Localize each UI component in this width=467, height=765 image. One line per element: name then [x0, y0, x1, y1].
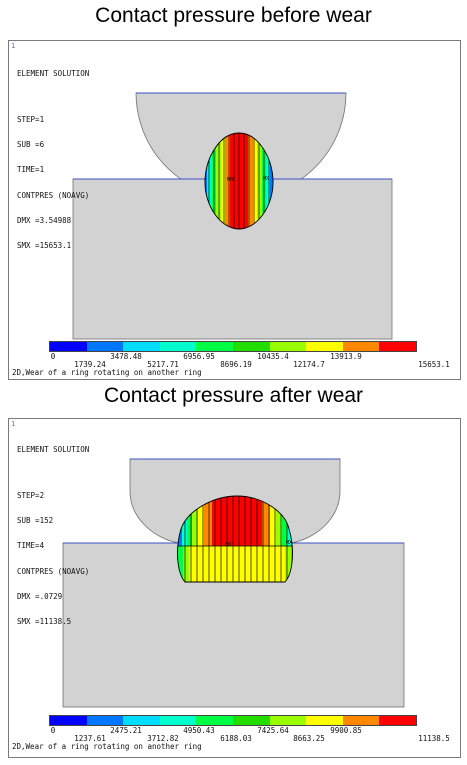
- legend-swatch-9: [342, 716, 380, 725]
- info-line: SUB =152: [17, 516, 54, 526]
- min-marker: MN: [225, 542, 232, 548]
- info-line: ELEMENT SOLUTION: [17, 444, 90, 454]
- legend-tick-label: 3478.48: [110, 352, 142, 361]
- legend-tick-label: 10435.4: [257, 352, 289, 361]
- info-line: [17, 471, 89, 475]
- legend-swatch-1: [50, 716, 87, 725]
- info-line: CONTPRES (NOAVG): [17, 190, 90, 200]
- legend-tick-label: 1237.61: [74, 734, 106, 743]
- legend-tick-label: 3712.82: [147, 734, 179, 743]
- max-marker: MX: [286, 540, 293, 546]
- legend-swatch-5: [196, 716, 233, 725]
- legend-swatch-3: [123, 342, 160, 351]
- legend-swatch-2: [86, 716, 124, 725]
- legend-swatch-8: [306, 716, 343, 725]
- legend-tick-label: 12174.7: [293, 360, 325, 369]
- legend-tick-label: 2475.21: [110, 726, 142, 735]
- info-line: STEP=1: [17, 114, 45, 124]
- fe-model-drawing: [72, 92, 393, 340]
- legend-tick-label: 7425.64: [257, 726, 289, 735]
- legend-tick-label: 0: [50, 726, 56, 735]
- info-line: SMX =11138.5: [17, 616, 72, 626]
- legend-tick-label: 4950.43: [183, 726, 215, 735]
- legend-swatch-9: [342, 342, 380, 351]
- plot-caption: 2D,Wear of a ring rotating on another ri…: [12, 742, 202, 751]
- legend-tick-label: 6956.95: [183, 352, 215, 361]
- legend-swatch-1: [50, 342, 87, 351]
- legend-swatch-5: [196, 342, 233, 351]
- fe-model-drawing: [62, 458, 405, 708]
- legend-swatch-6: [232, 716, 270, 725]
- info-line: DMX =3.54988: [17, 215, 72, 225]
- legend-swatch-3: [123, 716, 160, 725]
- info-line: DMX =.0729: [17, 591, 63, 601]
- color-legend-bar: [49, 715, 417, 726]
- solution-info-block: ELEMENT SOLUTION STEP=1 SUB =6 TIME=1 CO…: [17, 53, 89, 267]
- panel-2-title: Contact pressure after wear: [103, 384, 364, 407]
- legend-tick-label: 13913.9: [330, 352, 362, 361]
- legend-swatch-10: [379, 342, 416, 351]
- fe-plot-panel-after-wear: 1 ELEMENT SOLUTION STEP=2 SUB =152 TIME=…: [8, 418, 461, 758]
- min-marker: MN: [227, 177, 234, 183]
- legend-tick-label: 0: [50, 352, 56, 361]
- solution-info-block: ELEMENT SOLUTION STEP=2 SUB =152 TIME=4 …: [17, 429, 89, 643]
- info-line: SMX =15653.1: [17, 240, 72, 250]
- legend-swatch-10: [379, 716, 416, 725]
- legend-swatch-2: [86, 342, 124, 351]
- legend-swatch-7: [269, 716, 307, 725]
- legend-tick-label: 6188.03: [220, 734, 252, 743]
- info-line: TIME=1: [17, 165, 45, 175]
- info-line: ELEMENT SOLUTION: [17, 68, 90, 78]
- max-marker: MX: [263, 176, 270, 182]
- legend-tick-label: 9900.85: [330, 726, 362, 735]
- contact-pressure-contour: [204, 133, 274, 229]
- legend-swatch-8: [306, 342, 343, 351]
- info-line: STEP=2: [17, 490, 45, 500]
- fe-plot-panel-before-wear: 1 ELEMENT SOLUTION STEP=1 SUB =6 TIME=1 …: [8, 40, 461, 380]
- legend-swatch-6: [232, 342, 270, 351]
- window-index: 1: [11, 420, 16, 428]
- legend-tick-label: 1739.24: [74, 360, 106, 369]
- info-line: SUB =6: [17, 140, 45, 150]
- legend-tick-label: 5217.71: [147, 360, 179, 369]
- legend-tick-label: 15653.1: [418, 360, 450, 369]
- info-line: [17, 95, 89, 99]
- legend-swatch-4: [159, 342, 197, 351]
- legend-swatch-7: [269, 342, 307, 351]
- legend-swatch-4: [159, 716, 197, 725]
- panel-1-title: Contact pressure before wear: [95, 4, 372, 27]
- color-legend-bar: [49, 341, 417, 352]
- legend-tick-label: 8696.19: [220, 360, 252, 369]
- info-line: CONTPRES (NOAVG): [17, 566, 90, 576]
- legend-tick-label: 11138.5: [418, 734, 450, 743]
- info-line: TIME=4: [17, 541, 45, 551]
- legend-tick-label: 8663.25: [293, 734, 325, 743]
- plot-caption: 2D,Wear of a ring rotating on another ri…: [12, 368, 202, 377]
- window-index: 1: [11, 42, 16, 50]
